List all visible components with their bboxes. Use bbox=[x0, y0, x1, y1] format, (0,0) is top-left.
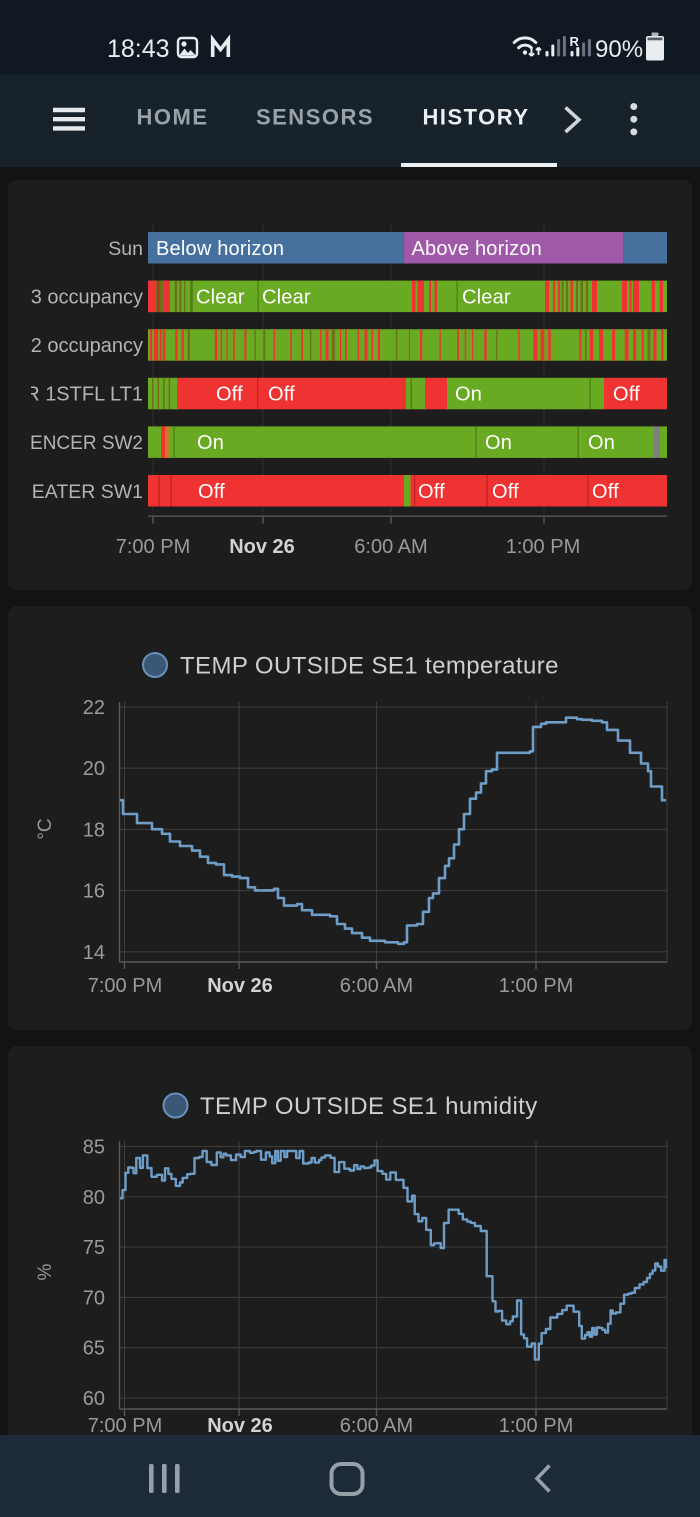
svg-text:Off: Off bbox=[198, 481, 225, 503]
svg-text:Clear: Clear bbox=[262, 286, 311, 308]
svg-text:90%: 90% bbox=[595, 36, 643, 63]
svg-text:R: R bbox=[570, 34, 580, 49]
svg-text:HEATER SW1: HEATER SW1 bbox=[18, 481, 143, 503]
svg-text:7:00 PM: 7:00 PM bbox=[116, 536, 190, 558]
svg-text:22: 22 bbox=[83, 697, 105, 719]
svg-text:16: 16 bbox=[83, 881, 105, 903]
svg-text:6:00 AM: 6:00 AM bbox=[340, 1415, 413, 1437]
svg-text:7:00 PM: 7:00 PM bbox=[88, 975, 162, 997]
svg-text:ENCER SW2: ENCER SW2 bbox=[30, 433, 143, 454]
svg-text:SENSORS: SENSORS bbox=[256, 105, 374, 130]
svg-text:1:00 PM: 1:00 PM bbox=[499, 975, 573, 997]
svg-text:On: On bbox=[455, 384, 482, 406]
svg-text:Below horizon: Below horizon bbox=[156, 238, 284, 260]
svg-text:Nov 26: Nov 26 bbox=[229, 536, 295, 558]
svg-text:1:00 PM: 1:00 PM bbox=[499, 1415, 573, 1437]
svg-text:Off: Off bbox=[592, 481, 619, 503]
svg-text:°C: °C bbox=[35, 818, 56, 839]
svg-text:6:00 AM: 6:00 AM bbox=[340, 975, 413, 997]
svg-text:Off: Off bbox=[613, 384, 640, 406]
svg-text:%: % bbox=[35, 1263, 56, 1280]
svg-text:20: 20 bbox=[83, 758, 105, 780]
svg-text:Off: Off bbox=[216, 384, 243, 406]
svg-text:TEMP OUTSIDE SE1 humidity: TEMP OUTSIDE SE1 humidity bbox=[200, 1093, 538, 1120]
svg-text:7:00 PM: 7:00 PM bbox=[88, 1415, 162, 1437]
svg-text:Off: Off bbox=[492, 481, 519, 503]
svg-text:Above horizon: Above horizon bbox=[412, 238, 542, 260]
svg-text:80: 80 bbox=[83, 1187, 105, 1209]
svg-text:1:00 PM: 1:00 PM bbox=[506, 536, 580, 558]
svg-text:Sun: Sun bbox=[108, 238, 143, 260]
svg-text:TEMP OUTSIDE SE1 temperature: TEMP OUTSIDE SE1 temperature bbox=[180, 653, 559, 680]
svg-text:70: 70 bbox=[83, 1287, 105, 1309]
svg-text:Clear: Clear bbox=[462, 286, 511, 308]
svg-text:6:00 AM: 6:00 AM bbox=[354, 536, 427, 558]
svg-text:18: 18 bbox=[83, 819, 105, 841]
svg-text:Clear: Clear bbox=[196, 286, 245, 308]
svg-text:On: On bbox=[197, 432, 224, 454]
svg-text:On: On bbox=[588, 432, 615, 454]
svg-text:75: 75 bbox=[83, 1237, 105, 1259]
svg-text:R 1STFL LT1: R 1STFL LT1 bbox=[25, 384, 143, 406]
svg-text:Off: Off bbox=[268, 384, 295, 406]
svg-text:3 occupancy: 3 occupancy bbox=[31, 286, 143, 308]
svg-text:2 occupancy: 2 occupancy bbox=[31, 335, 143, 357]
svg-text:18:43: 18:43 bbox=[107, 35, 170, 63]
svg-text:14: 14 bbox=[83, 942, 105, 964]
svg-text:Off: Off bbox=[418, 481, 445, 503]
svg-text:HOME: HOME bbox=[137, 105, 209, 130]
svg-text:60: 60 bbox=[83, 1388, 105, 1410]
svg-text:On: On bbox=[485, 432, 512, 454]
svg-text:85: 85 bbox=[83, 1137, 105, 1159]
svg-text:HISTORY: HISTORY bbox=[422, 105, 529, 130]
svg-text:65: 65 bbox=[83, 1338, 105, 1360]
svg-text:Nov 26: Nov 26 bbox=[207, 975, 273, 997]
svg-text:Nov 26: Nov 26 bbox=[207, 1415, 273, 1437]
